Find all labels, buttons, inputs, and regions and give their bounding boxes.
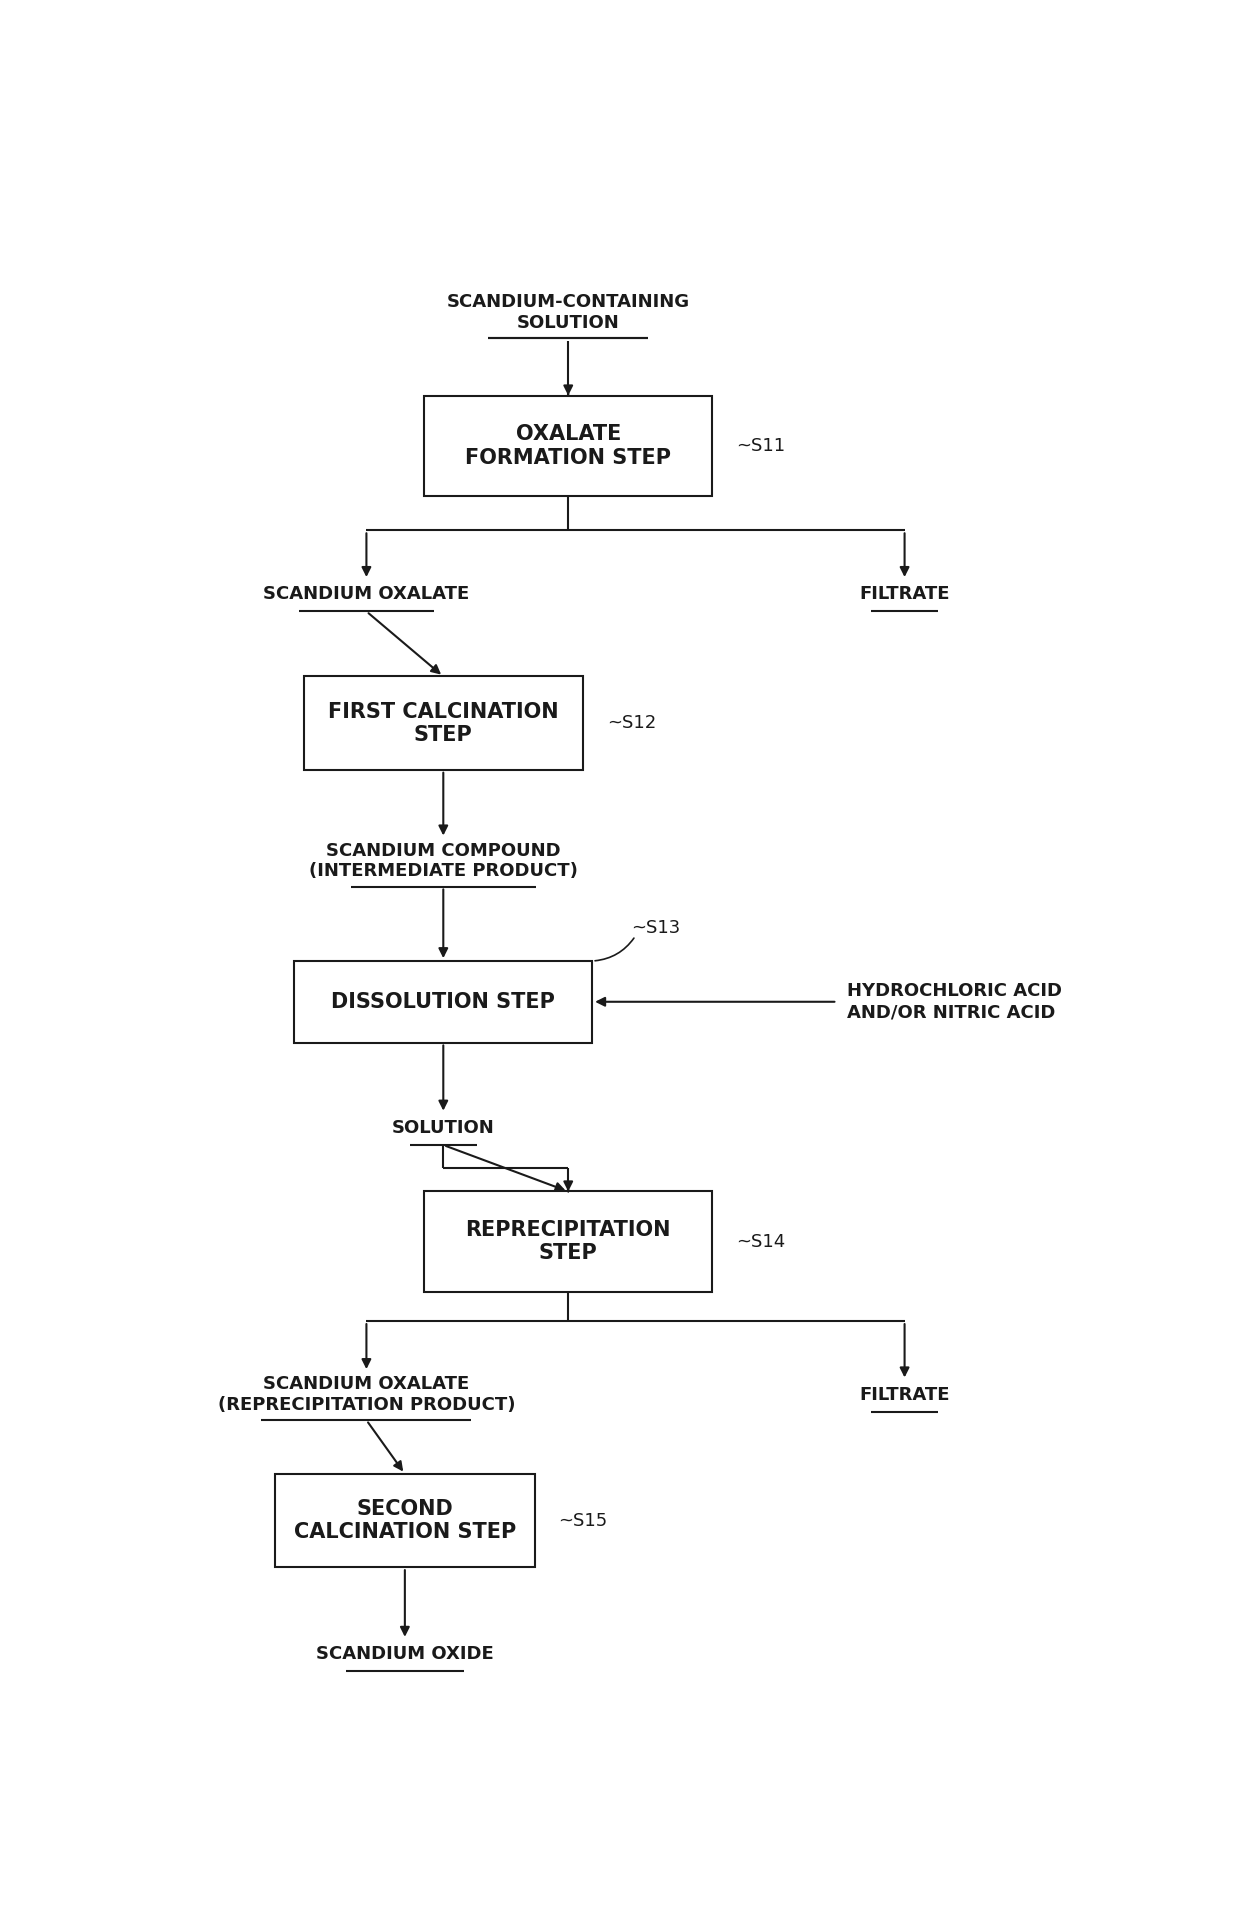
- Text: OXALATE
FORMATION STEP: OXALATE FORMATION STEP: [465, 424, 671, 468]
- Text: SCANDIUM OXIDE: SCANDIUM OXIDE: [316, 1646, 494, 1663]
- Text: REPRECIPITATION
STEP: REPRECIPITATION STEP: [465, 1220, 671, 1263]
- Text: ~S14: ~S14: [737, 1232, 786, 1251]
- Text: HYDROCHLORIC ACID
AND/OR NITRIC ACID: HYDROCHLORIC ACID AND/OR NITRIC ACID: [847, 982, 1061, 1020]
- Text: FILTRATE: FILTRATE: [859, 585, 950, 603]
- Text: SCANDIUM OXALATE
(REPRECIPITATION PRODUCT): SCANDIUM OXALATE (REPRECIPITATION PRODUC…: [218, 1374, 515, 1415]
- Text: SCANDIUM COMPOUND
(INTERMEDIATE PRODUCT): SCANDIUM COMPOUND (INTERMEDIATE PRODUCT): [309, 841, 578, 880]
- Bar: [304, 676, 583, 770]
- Text: FILTRATE: FILTRATE: [859, 1386, 950, 1403]
- Text: ~S13: ~S13: [631, 920, 680, 937]
- Text: DISSOLUTION STEP: DISSOLUTION STEP: [331, 991, 556, 1013]
- Bar: [424, 1192, 713, 1292]
- Text: ~S11: ~S11: [737, 437, 785, 454]
- Bar: [424, 395, 713, 497]
- Text: ~S15: ~S15: [559, 1511, 608, 1530]
- Bar: [275, 1475, 534, 1567]
- Text: ~S12: ~S12: [606, 714, 656, 732]
- Text: SCANDIUM-CONTAINING
SOLUTION: SCANDIUM-CONTAINING SOLUTION: [446, 293, 689, 331]
- Text: SOLUTION: SOLUTION: [392, 1118, 495, 1138]
- Text: SCANDIUM OXALATE: SCANDIUM OXALATE: [263, 585, 470, 603]
- Bar: [294, 961, 593, 1043]
- Text: SECOND
CALCINATION STEP: SECOND CALCINATION STEP: [294, 1500, 516, 1542]
- Text: FIRST CALCINATION
STEP: FIRST CALCINATION STEP: [329, 701, 558, 745]
